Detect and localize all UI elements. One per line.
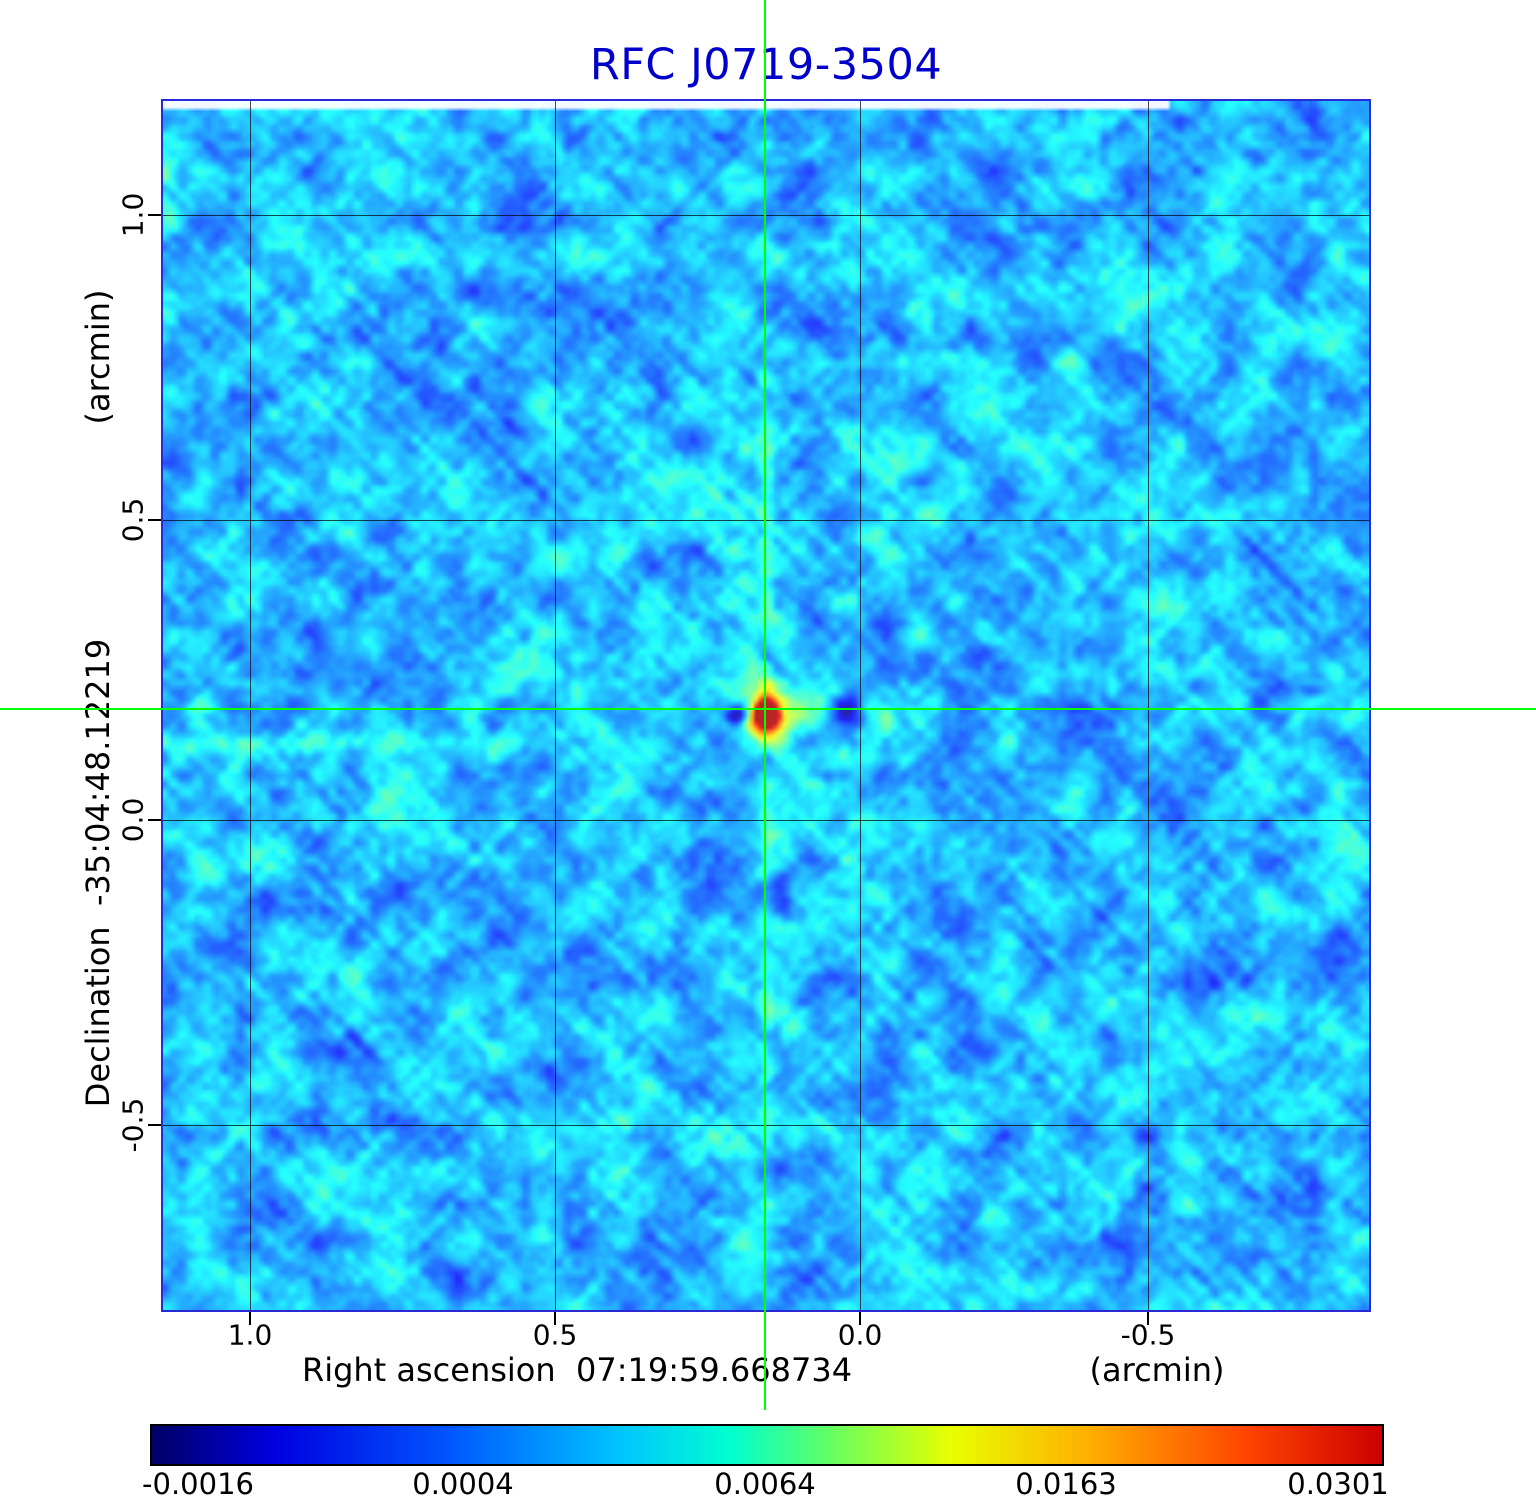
y-tick-mark bbox=[148, 519, 161, 521]
x-tick-label: 0.0 bbox=[837, 1318, 883, 1352]
grid-line-vertical bbox=[860, 101, 861, 1310]
y-tick-mark bbox=[148, 1124, 161, 1126]
grid-line-vertical bbox=[250, 101, 251, 1310]
crosshair-vertical-line bbox=[764, 0, 766, 1410]
x-tick-label: 0.5 bbox=[532, 1318, 578, 1352]
grid-line-horizontal bbox=[163, 520, 1369, 521]
x-tick-label: 1.0 bbox=[227, 1318, 273, 1352]
y-axis-unit-label: (arcmin) bbox=[79, 289, 117, 425]
figure-title: RFC J0719-3504 bbox=[589, 40, 943, 90]
colorbar-tick-label: -0.0016 bbox=[142, 1467, 254, 1501]
y-tick-label: 0.0 bbox=[116, 797, 150, 843]
x-tick-mark bbox=[1147, 1312, 1149, 1325]
x-axis-label: Right ascension 07:19:59.668734 bbox=[301, 1351, 853, 1389]
grid-line-horizontal bbox=[163, 1125, 1369, 1126]
crosshair-horizontal-line bbox=[0, 708, 1536, 710]
x-axis-unit-label: (arcmin) bbox=[1089, 1351, 1225, 1389]
grid-line-vertical bbox=[555, 101, 556, 1310]
sky-image-canvas bbox=[163, 101, 1369, 1310]
y-tick-label: 1.0 bbox=[116, 192, 150, 238]
colorbar-gradient bbox=[150, 1424, 1384, 1466]
y-tick-label: 0.5 bbox=[116, 497, 150, 543]
y-tick-mark bbox=[148, 214, 161, 216]
colorbar-tick-label: 0.0163 bbox=[1015, 1467, 1117, 1501]
x-tick-label: -0.5 bbox=[1120, 1318, 1176, 1352]
x-tick-mark bbox=[249, 1312, 251, 1325]
x-tick-mark bbox=[859, 1312, 861, 1325]
colorbar-tick-label: 0.0004 bbox=[412, 1467, 514, 1501]
grid-line-horizontal bbox=[163, 215, 1369, 216]
grid-line-horizontal bbox=[163, 820, 1369, 821]
sky-map-plot bbox=[161, 99, 1371, 1312]
x-tick-mark bbox=[554, 1312, 556, 1325]
y-tick-label: -0.5 bbox=[116, 1097, 150, 1153]
y-tick-mark bbox=[148, 819, 161, 821]
colorbar-tick-label: 0.0064 bbox=[714, 1467, 816, 1501]
grid-line-vertical bbox=[1148, 101, 1149, 1310]
colorbar-tick-label: 0.0301 bbox=[1287, 1467, 1389, 1501]
